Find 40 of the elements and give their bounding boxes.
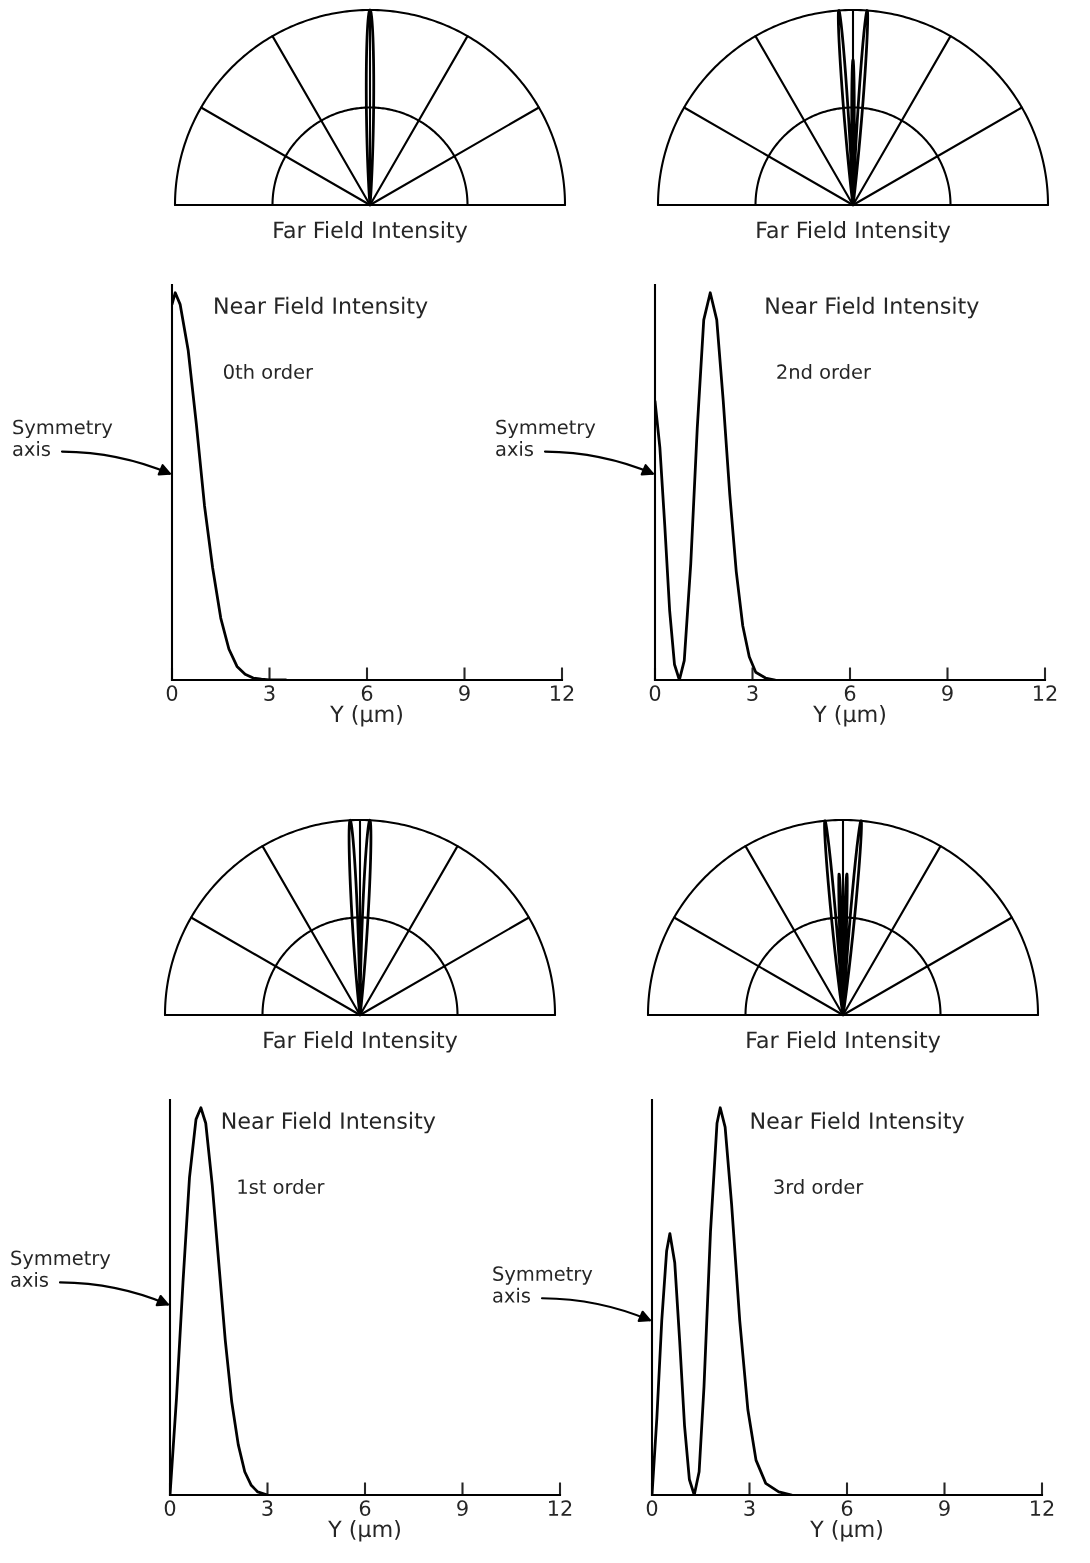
x-tick-label: 3 [747, 685, 758, 701]
chart-title: Near Field Intensity [766, 296, 979, 319]
x-tick-label: 6 [359, 1500, 371, 1516]
text: Far Field Intensity [747, 1031, 941, 1053]
x-tick-label: 3 [264, 685, 275, 701]
x-axis-title: Y (μm) [328, 1520, 400, 1542]
text: Far Field Intensity [757, 221, 951, 243]
x-tick-label: 0 [166, 685, 178, 701]
x-axis-title: Y (μm) [813, 705, 885, 727]
x-tick-label: 12 [549, 1500, 572, 1516]
chart-title: Near Field Intensity [751, 1111, 965, 1134]
x-axis-title: Y (μm) [810, 1520, 882, 1542]
text: Far Field Intensity [264, 1031, 458, 1053]
chart-title: Near Field Intensity [215, 296, 428, 319]
annotation: 0th order [223, 364, 314, 380]
annotation: Symmetry axis [496, 419, 596, 457]
x-tick-label: 3 [744, 1500, 755, 1516]
text: Symmetry axis [11, 1250, 111, 1287]
x-tick-label: 0 [649, 685, 661, 701]
annotation: Symmetry axis [493, 1266, 593, 1303]
x-tick-label: 9 [942, 685, 953, 701]
x-tick-label: 6 [361, 685, 373, 701]
annotation: 1st order [238, 1179, 325, 1195]
x-tick-label: 0 [646, 1500, 658, 1516]
x-tick-label: 12 [1034, 685, 1057, 701]
x-tick-label: 12 [1031, 1500, 1054, 1516]
x-tick-label: 3 [262, 1500, 273, 1516]
x-axis-title: Y (μm) [330, 705, 402, 727]
annotation: 2nd order [777, 364, 871, 380]
x-tick-label: 9 [459, 685, 470, 701]
x-tick-label: 0 [164, 1500, 176, 1516]
text: Far Field Intensity [274, 221, 468, 243]
x-tick-label: 6 [841, 1500, 853, 1516]
x-tick-label: 9 [939, 1500, 950, 1516]
text: Symmetry axis [13, 419, 113, 457]
annotation: 3rd order [774, 1179, 864, 1195]
chart-title: Near Field Intensity [222, 1111, 436, 1134]
x-tick-label: 9 [457, 1500, 468, 1516]
x-tick-label: 12 [551, 685, 574, 701]
x-tick-label: 6 [844, 685, 856, 701]
